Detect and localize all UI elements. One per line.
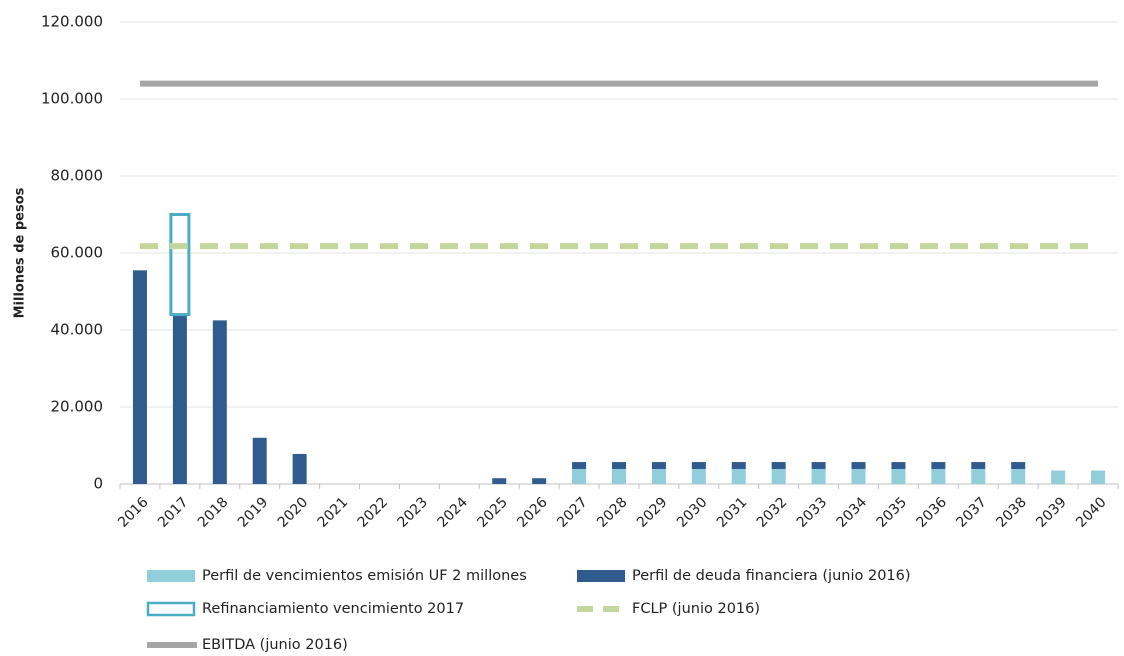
x-tick-label: 2020 [275,494,312,531]
legend-label: Perfil de vencimientos emisión UF 2 mill… [202,568,527,584]
bar [572,468,587,484]
legend-label: EBITDA (junio 2016) [202,637,348,653]
x-tick-label: 2030 [674,494,711,531]
x-tick-label: 2033 [794,494,831,531]
bar [292,453,307,484]
bar [172,314,187,484]
bar [891,468,906,484]
x-tick-label: 2022 [355,494,392,531]
legend-label: Perfil de deuda financiera (junio 2016) [632,568,911,584]
x-tick-label: 2037 [953,494,990,531]
x-tick-label: 2025 [474,494,511,531]
bar [532,478,547,484]
y-axis-title: Millones de pesos [13,187,28,318]
bar [851,468,866,484]
bar [811,468,826,484]
legend-swatch [147,570,195,582]
bar [891,462,906,469]
bar [651,468,666,484]
y-tick-label: 20.000 [51,398,104,416]
x-tick-label: 2023 [395,494,432,531]
bar [851,462,866,469]
x-tick-label: 2040 [1073,494,1110,531]
legend-swatch [146,601,196,617]
x-tick-label: 2035 [874,494,911,531]
x-tick-label: 2029 [634,494,671,531]
bar [612,468,626,484]
refinance-box [169,213,191,317]
bar [1091,470,1106,484]
bar [212,320,227,484]
y-tick-label: 80.000 [51,167,104,185]
x-tick-label: 2017 [155,494,192,531]
legend-swatch [577,570,625,582]
y-tick-label: 100.000 [41,90,103,108]
bar [612,462,626,469]
x-tick-label: 2021 [315,494,352,531]
x-tick-label: 2036 [914,494,951,531]
bar [492,478,507,484]
y-tick-label: 0 [93,475,103,493]
x-tick-label: 2039 [1033,494,1070,531]
legend-label: Refinanciamiento vencimiento 2017 [202,601,464,617]
x-tick-label: 2034 [834,494,871,531]
y-tick-label: 40.000 [51,321,104,339]
bar [931,462,946,469]
bar [252,437,267,484]
x-tick-label: 2019 [235,494,272,531]
bar [651,462,666,469]
x-tick-label: 2031 [714,494,751,531]
y-tick-label: 60.000 [51,244,104,262]
bar [691,468,706,484]
x-tick-label: 2032 [754,494,791,531]
bar [971,462,986,469]
x-tick-label: 2018 [195,494,232,531]
bar [771,468,786,484]
bar [1011,462,1026,469]
bar [1011,468,1026,484]
bar [731,468,746,484]
x-tick-label: 2038 [993,494,1030,531]
bar [691,462,706,469]
legend-label: FCLP (junio 2016) [632,601,760,617]
bar [771,462,786,469]
y-tick-label: 120.000 [41,13,103,31]
x-tick-label: 2028 [594,494,631,531]
bar [931,468,946,484]
x-tick-label: 2027 [554,494,591,531]
x-tick-label: 2026 [514,494,551,531]
bar [132,270,147,484]
bar [731,462,746,469]
bar [1051,470,1066,484]
bar [811,462,826,469]
bar [971,468,986,484]
x-tick-label: 2016 [115,494,152,531]
bar [572,462,587,469]
x-tick-label: 2024 [434,494,471,531]
